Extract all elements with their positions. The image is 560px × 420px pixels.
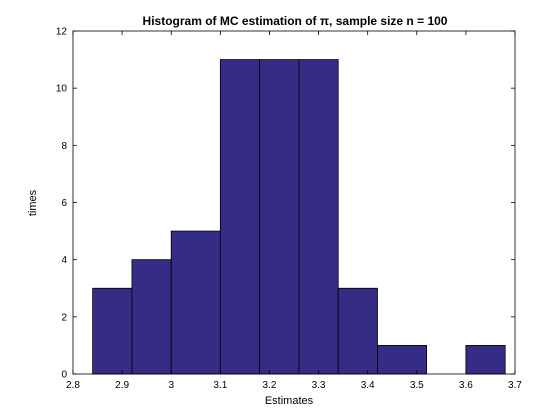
histogram-bar-3 xyxy=(170,230,221,375)
x-tick-label: 3.2 xyxy=(262,380,276,391)
y-tick-label: 6 xyxy=(61,198,67,209)
y-tick-label: 12 xyxy=(56,27,68,38)
x-tick-label: 3.6 xyxy=(459,380,473,391)
histogram-bar-8 xyxy=(377,345,428,375)
x-tick-label: 3.5 xyxy=(410,380,424,391)
x-tick-label: 3.1 xyxy=(213,380,227,391)
bars-group xyxy=(92,59,506,375)
x-tick-label: 3 xyxy=(168,380,174,391)
histogram-bar-1 xyxy=(92,287,133,375)
y-axis-label: times xyxy=(27,189,39,216)
x-tick-label: 3.7 xyxy=(508,380,522,391)
histogram-bar-5 xyxy=(259,59,300,375)
y-tick-label: 0 xyxy=(61,370,67,381)
chart-title: Histogram of MC estimation of π, sample … xyxy=(143,14,448,28)
y-tick-label: 4 xyxy=(61,255,67,266)
x-tick-label: 2.8 xyxy=(66,380,80,391)
x-tick-label: 2.9 xyxy=(115,380,129,391)
y-tick-label: 2 xyxy=(61,312,67,323)
histogram-bar-6 xyxy=(298,59,339,375)
x-axis: 2.8 2.9 3 3.1 3.2 3.3 3.4 3.5 3.6 3.7 xyxy=(66,31,522,391)
histogram-bar-10 xyxy=(465,345,506,375)
histogram-bar-7 xyxy=(337,287,378,375)
x-tick-label: 3.4 xyxy=(361,380,375,391)
y-tick-label: 10 xyxy=(56,84,68,95)
x-axis-label: Estimates xyxy=(265,395,314,407)
y-axis: 0 2 4 6 8 10 12 xyxy=(56,27,515,381)
histogram-bar-4 xyxy=(219,59,261,375)
x-tick-label: 3.3 xyxy=(312,380,326,391)
histogram-bar-2 xyxy=(131,259,172,375)
y-tick-label: 8 xyxy=(61,141,67,152)
